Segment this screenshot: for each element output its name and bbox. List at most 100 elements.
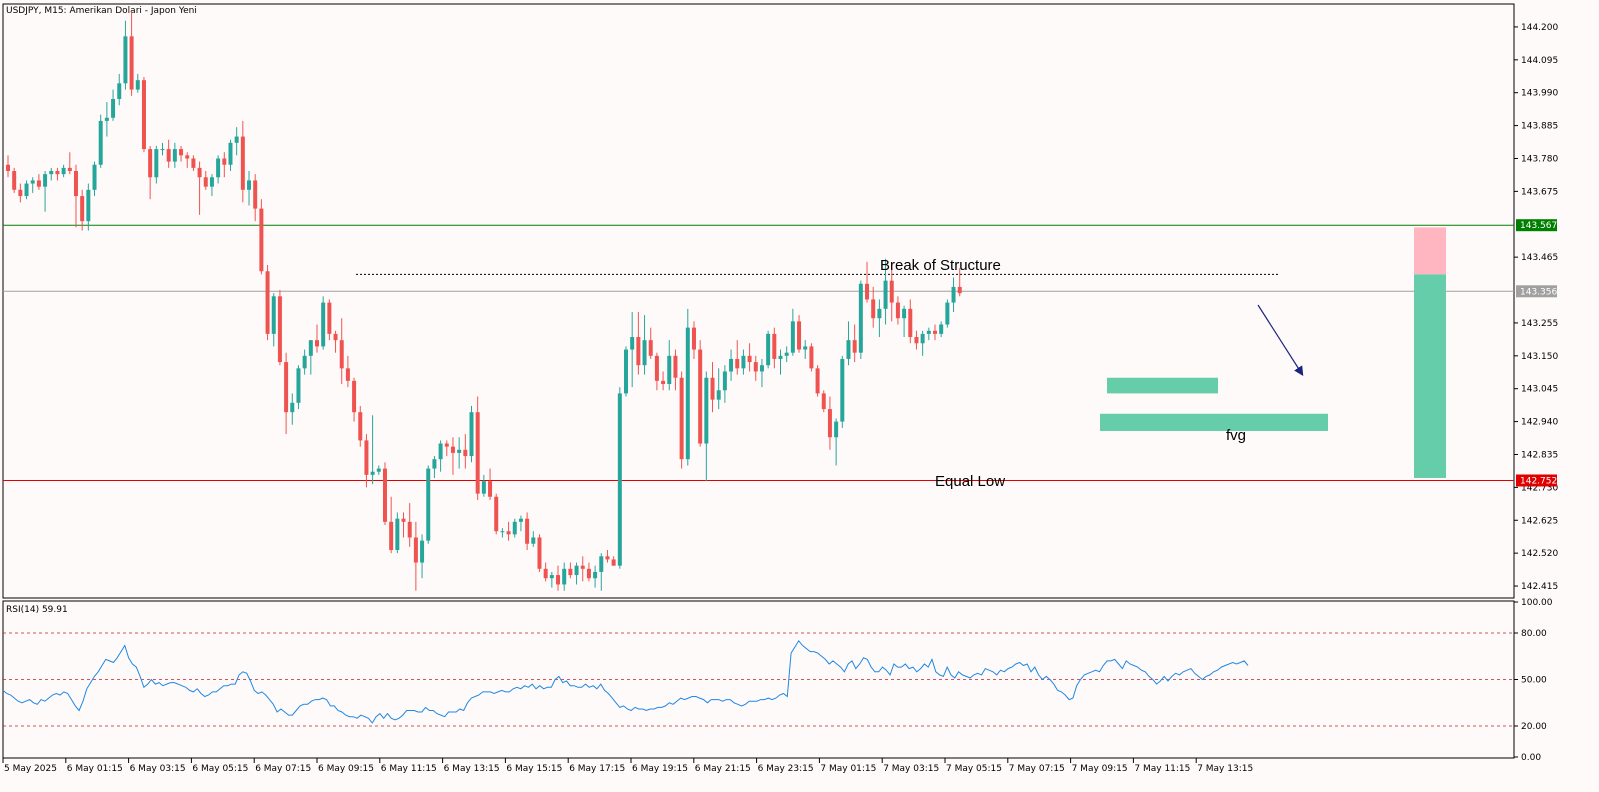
- price-tick-label: 143.465: [1521, 253, 1558, 263]
- candle: [494, 493, 499, 535]
- candle-body: [827, 409, 832, 438]
- candle-body: [277, 296, 282, 363]
- candle-body: [858, 283, 863, 353]
- candle: [747, 343, 752, 372]
- candle-body: [191, 158, 196, 168]
- candle: [98, 114, 103, 168]
- candle: [197, 161, 202, 215]
- candle: [277, 290, 282, 366]
- candle-body: [494, 496, 499, 532]
- candle: [642, 315, 647, 375]
- drawing-zones[interactable]: [1100, 227, 1446, 478]
- candle-body: [209, 177, 214, 187]
- candle: [49, 167, 54, 181]
- candle-body: [457, 449, 462, 453]
- candle-body: [395, 518, 400, 551]
- current-price-tag-text: 143.356: [1520, 287, 1557, 297]
- candle: [500, 528, 505, 538]
- price-panel[interactable]: USDJPY, M15: Amerikan Dolari - Japon Yen…: [2, 3, 1515, 599]
- time-tick-label: 6 May 21:15: [695, 764, 751, 774]
- candle: [352, 377, 357, 422]
- candle: [154, 145, 159, 184]
- candle: [432, 456, 437, 478]
- fvg-zone-lower[interactable]: [1100, 413, 1328, 431]
- candle-body: [234, 136, 239, 143]
- candle: [784, 346, 789, 363]
- stop-loss-zone[interactable]: [1414, 227, 1446, 275]
- price-tick-label: 142.415: [1521, 582, 1558, 592]
- candle-body: [55, 171, 60, 175]
- bearish-arrow[interactable]: [1257, 304, 1304, 377]
- candle: [333, 330, 338, 353]
- drawing-objects[interactable]: [1257, 304, 1304, 377]
- candle-body: [488, 481, 493, 497]
- time-tick-label: 6 May 13:15: [444, 764, 500, 774]
- candle-body: [735, 358, 740, 369]
- time-tick-label: 6 May 17:15: [569, 764, 625, 774]
- candle-body: [729, 358, 734, 372]
- candle-body: [444, 443, 449, 447]
- candle: [253, 174, 258, 222]
- candle: [24, 180, 29, 200]
- candle: [698, 340, 703, 447]
- candle: [135, 73, 140, 93]
- price-axis[interactable]: 144.200 144.095 143.990 143.885 143.780 143.6…: [1514, 23, 1558, 592]
- candle: [172, 142, 177, 168]
- fvg-label: fvg: [1226, 427, 1246, 444]
- rsi-axis: 100.00 80.00 50.00 20.00 0.00: [1514, 598, 1553, 763]
- candle: [562, 562, 567, 591]
- rsi-title: RSI(14) 59.91: [6, 605, 68, 615]
- candle-body: [957, 286, 962, 294]
- candle: [673, 349, 678, 391]
- time-tick-label: 6 May 11:15: [381, 764, 437, 774]
- resistance-price-tag: 143.567: [1516, 219, 1557, 232]
- candle: [438, 440, 443, 472]
- candle-body: [166, 149, 171, 162]
- candle: [704, 371, 709, 482]
- candle: [605, 550, 610, 563]
- candle: [679, 371, 684, 469]
- candle-body: [895, 302, 900, 319]
- candle-body: [135, 80, 140, 90]
- time-tick-label: 5 May 2025: [4, 764, 57, 774]
- candle-body: [265, 271, 270, 334]
- candle-body: [290, 402, 295, 413]
- candle-body: [654, 355, 659, 381]
- candle-body: [784, 352, 789, 356]
- candle: [741, 349, 746, 375]
- candle: [506, 521, 511, 541]
- candle: [80, 189, 85, 231]
- candle-body: [716, 390, 721, 400]
- candle-body: [222, 158, 227, 165]
- candle-body: [933, 330, 937, 334]
- horizontal-levels[interactable]: [3, 224, 1514, 481]
- candle-body: [593, 571, 598, 579]
- candle: [766, 330, 771, 369]
- candle-body: [586, 568, 591, 579]
- candle-body: [358, 412, 363, 441]
- time-tick-label: 6 May 01:15: [67, 764, 123, 774]
- candle-body: [945, 302, 950, 325]
- candle-body: [939, 324, 944, 334]
- current-price-tag-bg: [1516, 285, 1557, 298]
- price-tick-label: 142.730: [1521, 483, 1558, 493]
- candle-body: [49, 171, 54, 175]
- candle-body: [61, 167, 66, 175]
- candle-body: [846, 340, 851, 359]
- candle-body: [426, 468, 431, 541]
- candle: [389, 496, 394, 554]
- candle-body: [339, 340, 344, 369]
- price-tick-label: 143.990: [1521, 89, 1558, 99]
- candle-body: [865, 283, 870, 300]
- candle-body: [420, 540, 425, 563]
- price-tick-label: 143.885: [1521, 122, 1558, 132]
- candle-body: [352, 380, 357, 413]
- candle: [141, 77, 146, 153]
- candle-body: [203, 177, 208, 187]
- candle: [426, 465, 431, 544]
- fvg-zone-upper[interactable]: [1107, 377, 1218, 394]
- take-profit-zone[interactable]: [1414, 274, 1446, 478]
- candle: [18, 183, 23, 203]
- candle: [185, 152, 190, 168]
